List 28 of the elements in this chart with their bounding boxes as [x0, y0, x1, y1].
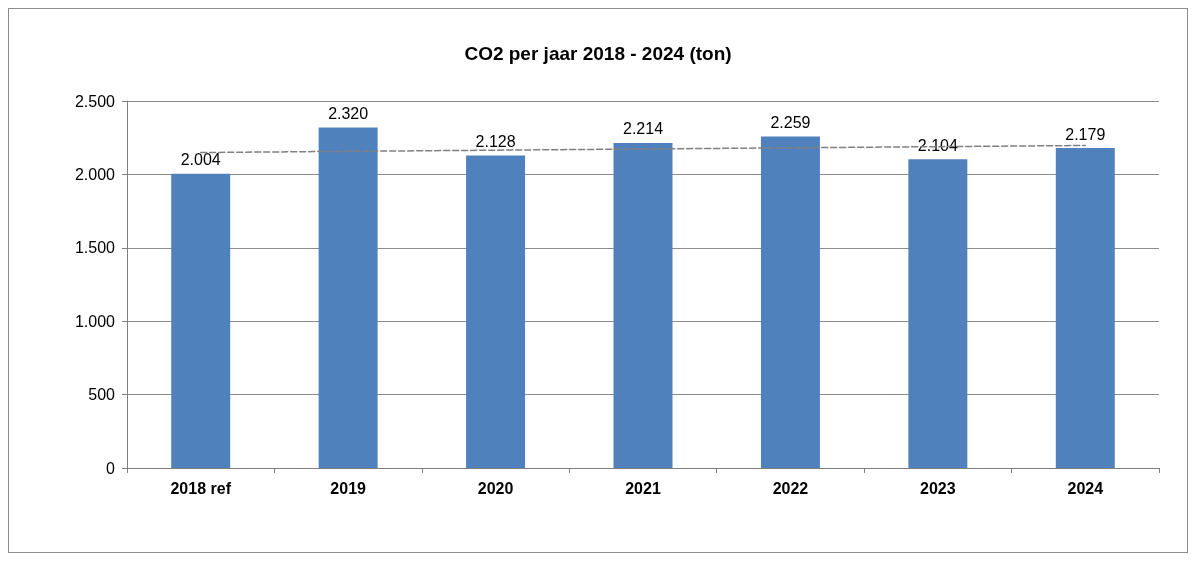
y-tick-label: 0 — [106, 459, 116, 477]
bar — [1055, 148, 1115, 468]
data-label: 2.004 — [180, 151, 221, 169]
bar — [466, 155, 526, 468]
y-tick-label: 2.000 — [74, 165, 116, 183]
data-label: 2.214 — [622, 120, 664, 138]
x-tick-label: 2024 — [1067, 479, 1104, 497]
x-tick-label: 2023 — [920, 479, 956, 497]
bar — [318, 127, 378, 468]
y-tick-label: 1.000 — [74, 312, 116, 330]
x-tick-label: 2019 — [330, 479, 367, 497]
bar — [613, 142, 673, 468]
data-label: 2.259 — [770, 113, 811, 131]
y-tick-label: 500 — [88, 386, 116, 404]
chart-title: CO2 per jaar 2018 - 2024 (ton) — [464, 43, 732, 64]
x-tick-label: 2022 — [772, 479, 809, 497]
x-tick-label: 2021 — [625, 479, 661, 497]
data-label: 2.179 — [1065, 125, 1106, 143]
y-tick-label: 2.500 — [74, 92, 116, 110]
data-label: 2.104 — [917, 136, 958, 154]
data-label: 2.128 — [475, 133, 516, 151]
data-label: 2.320 — [328, 104, 369, 122]
y-tick-label: 1.500 — [74, 239, 116, 257]
x-tick-label: 2020 — [477, 479, 514, 497]
bar — [171, 173, 231, 468]
x-tick-label: 2018 ref — [170, 479, 232, 497]
bar — [908, 159, 968, 468]
bar — [760, 136, 820, 468]
